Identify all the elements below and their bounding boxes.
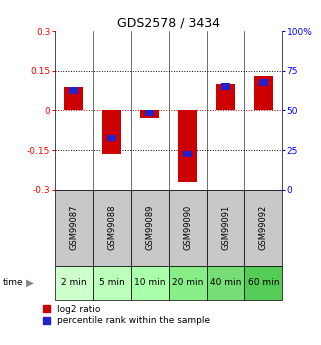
- Text: ▶: ▶: [26, 278, 34, 288]
- Bar: [216, 84, 235, 110]
- Text: GSM99087: GSM99087: [69, 205, 78, 250]
- Bar: [169, 190, 206, 266]
- Bar: [169, 266, 206, 300]
- Title: GDS2578 / 3434: GDS2578 / 3434: [117, 17, 220, 30]
- Text: 20 min: 20 min: [172, 278, 203, 287]
- Bar: [92, 266, 131, 300]
- Bar: [55, 190, 92, 266]
- Bar: [206, 266, 245, 300]
- Bar: [131, 190, 169, 266]
- Bar: [64, 87, 83, 110]
- Text: 10 min: 10 min: [134, 278, 165, 287]
- Text: 40 min: 40 min: [210, 278, 241, 287]
- Bar: [183, 151, 192, 157]
- Bar: [102, 110, 121, 154]
- Bar: [107, 135, 116, 141]
- Bar: [221, 83, 230, 90]
- Text: GSM99090: GSM99090: [183, 205, 192, 250]
- Bar: [178, 110, 197, 182]
- Text: GSM99091: GSM99091: [221, 205, 230, 250]
- Text: 5 min: 5 min: [99, 278, 125, 287]
- Bar: [259, 79, 268, 86]
- Bar: [254, 76, 273, 110]
- Bar: [245, 190, 282, 266]
- Bar: [245, 266, 282, 300]
- Bar: [140, 110, 159, 118]
- Bar: [131, 266, 169, 300]
- Bar: [69, 87, 78, 94]
- Bar: [145, 110, 154, 116]
- Text: time: time: [3, 278, 24, 287]
- Bar: [206, 190, 245, 266]
- Text: GSM99088: GSM99088: [107, 205, 116, 250]
- Text: 2 min: 2 min: [61, 278, 86, 287]
- Legend: log2 ratio, percentile rank within the sample: log2 ratio, percentile rank within the s…: [43, 305, 211, 325]
- Text: GSM99092: GSM99092: [259, 205, 268, 250]
- Text: GSM99089: GSM99089: [145, 205, 154, 250]
- Bar: [92, 190, 131, 266]
- Text: 60 min: 60 min: [248, 278, 279, 287]
- Bar: [55, 266, 92, 300]
